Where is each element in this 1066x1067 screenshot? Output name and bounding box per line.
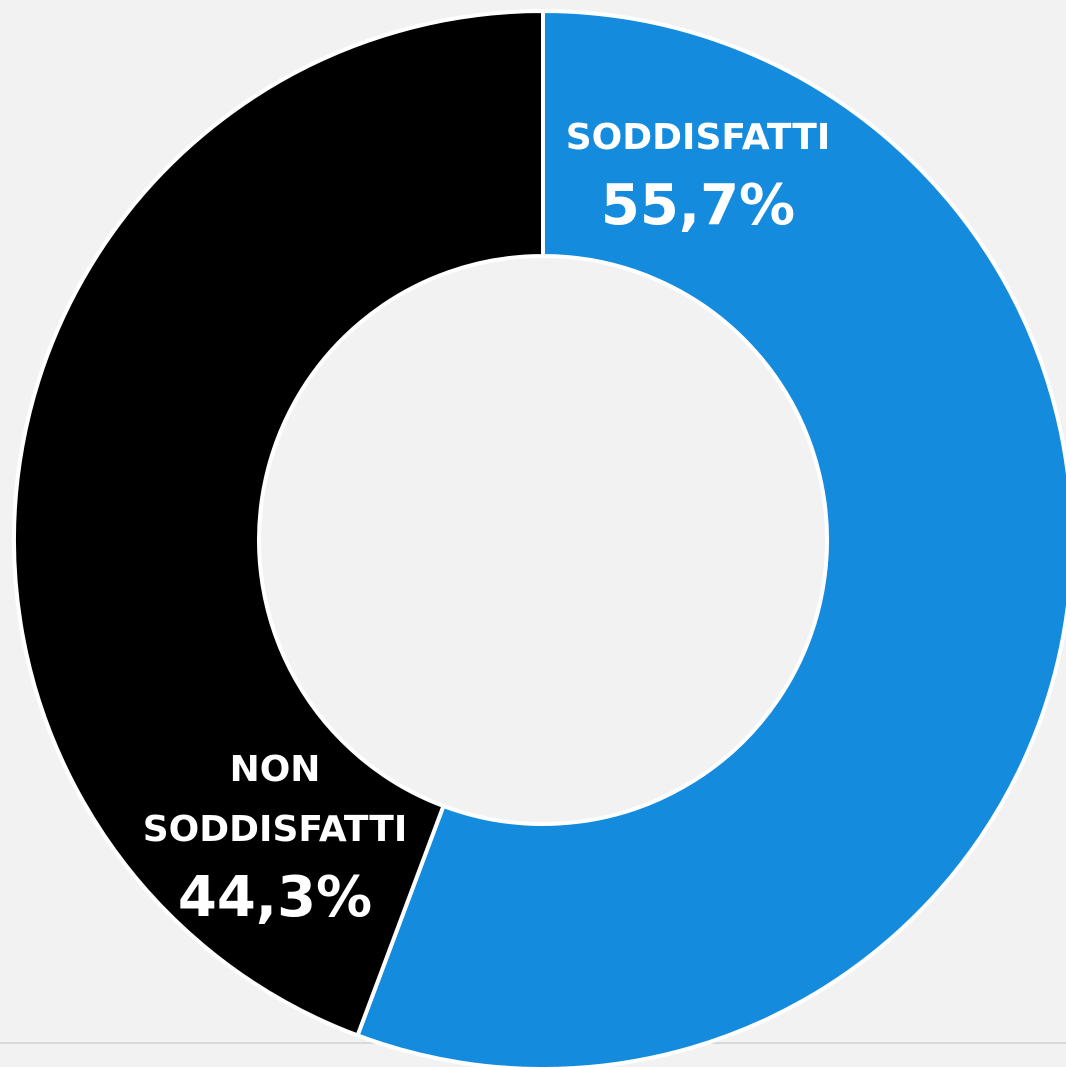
donut-slice: [12, 8, 545, 1039]
category-label: SODDISFATTI: [565, 117, 831, 158]
value-label: 55,7%: [600, 173, 796, 238]
slice-label: SODDISFATTI 55,7%: [538, 108, 858, 244]
donut-slice: [354, 8, 1066, 1067]
value-label: 44,3%: [177, 865, 373, 930]
slice-label: NON SODDISFATTI 44,3%: [115, 740, 435, 936]
category-label: NON SODDISFATTI: [142, 749, 408, 850]
